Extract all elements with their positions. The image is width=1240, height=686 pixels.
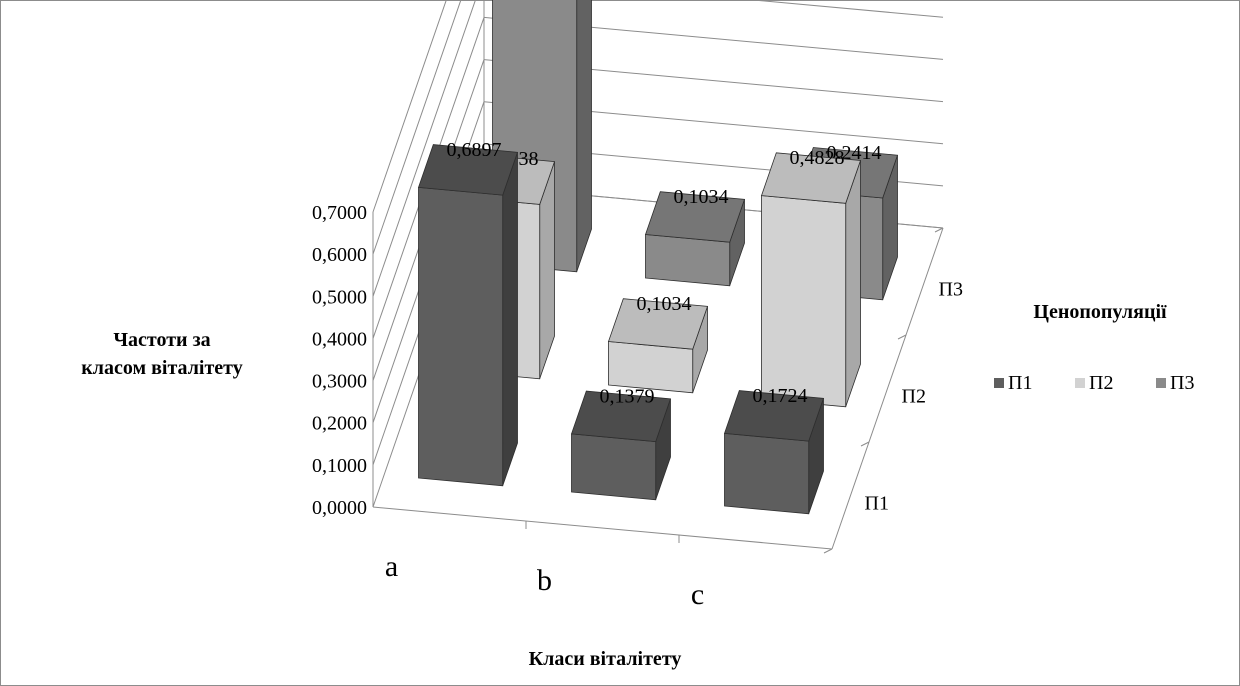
legend-swatch-П3 (1156, 378, 1166, 388)
bar-front-face (418, 186, 504, 487)
bar-П2-b (607, 298, 709, 394)
y-tick-label: 0,5000 (312, 286, 367, 308)
side-gridline-7 (372, 0, 447, 213)
x-axis-title: Класи віталітету (529, 648, 682, 670)
legend-swatch-П1 (994, 378, 1004, 388)
bar-top-face (570, 390, 672, 443)
bar-top-face (607, 298, 709, 350)
bar-front-face (761, 195, 847, 408)
y-axis-title-line-0: Частоти за (113, 329, 210, 351)
data-label-П1-a: 0,6897 (447, 139, 502, 161)
category-label-b: b (537, 564, 552, 597)
bar-П3-b (644, 191, 746, 287)
bar-П1-c (723, 390, 825, 515)
depth-tick-mark (897, 334, 907, 340)
legend-label-П1: П1 (1008, 372, 1032, 394)
bar-front-face (724, 432, 810, 515)
y-tick-label: 0,0000 (312, 497, 367, 519)
depth-label-2: П3 (939, 279, 963, 301)
axis-edge-2 (372, 506, 833, 550)
bar-side-face (576, 0, 592, 272)
legend-swatch-П2 (1075, 378, 1085, 388)
side-gridline-6 (372, 0, 462, 255)
legend-label-П2: П2 (1089, 372, 1113, 394)
bar-front-face (645, 234, 731, 287)
depth-label-0: П1 (865, 493, 889, 515)
bar-side-face (502, 152, 518, 486)
depth-tick-mark (823, 548, 833, 554)
side-gridline-5 (372, 0, 476, 297)
data-label-П3-b: 0,1034 (674, 186, 729, 208)
y-tick-label: 0,1000 (312, 455, 367, 477)
category-label-a: a (385, 550, 398, 583)
legend-title: Ценопопуляції (1033, 301, 1167, 323)
bar-П1-b (570, 390, 672, 501)
data-label-П1-c: 0,1724 (753, 385, 808, 407)
category-label-c: c (691, 578, 704, 611)
bar-top-face (417, 144, 519, 196)
legend-label-П3: П3 (1170, 372, 1194, 394)
bar-front-face (571, 433, 657, 501)
data-label-П1-b: 0,1379 (600, 385, 655, 407)
y-tick-label: 0,7000 (312, 202, 367, 224)
depth-tick-mark (860, 441, 870, 447)
y-tick-label: 0,3000 (312, 371, 367, 393)
y-tick-label: 0,6000 (312, 244, 367, 266)
bar-П2-c (760, 152, 862, 408)
depth-tick-mark (934, 227, 944, 233)
data-label-П2-c: 0,4828 (790, 147, 845, 169)
bar-top-face (644, 191, 746, 243)
data-label-П2-b: 0,1034 (637, 293, 692, 315)
bar-П1-a (417, 144, 519, 487)
y-tick-label: 0,2000 (312, 413, 367, 435)
y-tick-label: 0,4000 (312, 328, 367, 350)
depth-label-1: П2 (902, 386, 926, 408)
axis-edge-3 (831, 227, 944, 550)
bar-top-face (760, 152, 862, 204)
bar-top-face (723, 390, 825, 442)
y-axis-title-line-1: класом віталітету (81, 357, 243, 379)
gridline-5 (748, 0, 944, 18)
